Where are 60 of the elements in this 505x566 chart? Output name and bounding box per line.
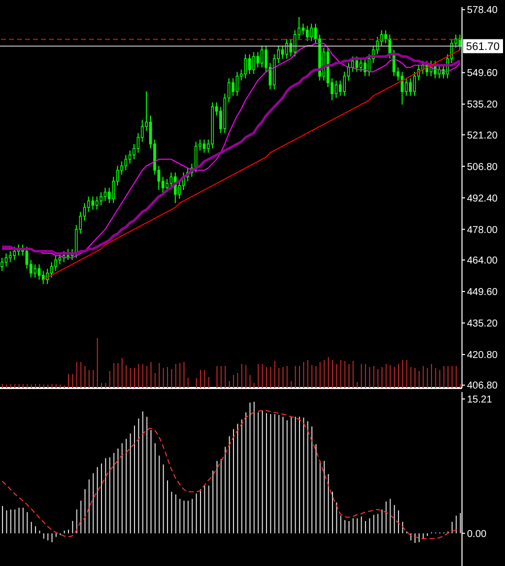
candlestick: [409, 78, 412, 96]
y-tick-label: 492.40: [467, 193, 498, 204]
candlestick: [236, 71, 239, 96]
candlestick: [338, 80, 342, 96]
candlestick: [380, 30, 383, 46]
y-tick-label: 535.20: [467, 100, 498, 111]
candlestick: [8, 250, 12, 263]
candlestick: [294, 30, 296, 57]
candlestick: [232, 78, 234, 96]
y-tick-label: 449.60: [467, 287, 498, 298]
candlestick: [334, 80, 338, 99]
y-tick-label: 478.00: [467, 224, 498, 236]
ref-line-label: 561.70: [466, 41, 500, 54]
y-tick-label: 506.80: [467, 162, 498, 173]
line-series: [2, 410, 460, 540]
candlestick: [13, 246, 16, 260]
y-tick-label: 464.00: [467, 256, 498, 267]
candlestick: [66, 248, 70, 260]
candlestick: [256, 52, 260, 68]
candlestick: [128, 150, 132, 164]
y-tick-label: 578.40: [467, 5, 498, 16]
candlestick: [4, 252, 8, 268]
candlestick: [100, 192, 102, 206]
candlestick: [96, 196, 98, 210]
candlestick: [260, 45, 264, 68]
candlestick: [91, 196, 94, 210]
y-tick-label: 406.80: [467, 380, 498, 392]
candlestick: [248, 54, 251, 74]
y-tick-label: 420.80: [467, 350, 498, 362]
candlestick: [124, 154, 128, 171]
candlestick: [58, 252, 62, 265]
y-tick-label: 521.20: [467, 130, 498, 142]
candlestick: [392, 49, 396, 77]
candlestick: [376, 36, 379, 55]
candlestick: [252, 52, 256, 74]
candlestick: [302, 23, 305, 36]
candlestick: [50, 262, 53, 278]
y-tick-label: 0.00: [467, 528, 487, 540]
candlestick: [355, 56, 358, 72]
candlestick: [54, 255, 58, 272]
candlestick: [46, 268, 49, 285]
candlestick: [413, 71, 416, 96]
candlestick: [166, 178, 168, 193]
candlestick: [202, 139, 206, 154]
candlestick: [310, 23, 313, 42]
candlestick: [34, 264, 36, 278]
candlestick: [364, 58, 366, 77]
candlestick: [25, 246, 28, 270]
candlestick: [87, 196, 90, 212]
y-tick-label: 15.21: [467, 394, 492, 406]
candlestick: [104, 187, 107, 202]
y-tick-label: 435.20: [467, 318, 498, 330]
candlestick: [178, 180, 181, 200]
candlestick: [281, 45, 284, 60]
candlestick: [343, 71, 346, 96]
y-tick-label: 549.60: [467, 68, 498, 80]
candlestick: [404, 78, 408, 96]
candlestick: [194, 141, 198, 173]
candlestick: [244, 54, 247, 79]
candlestick: [360, 58, 362, 72]
